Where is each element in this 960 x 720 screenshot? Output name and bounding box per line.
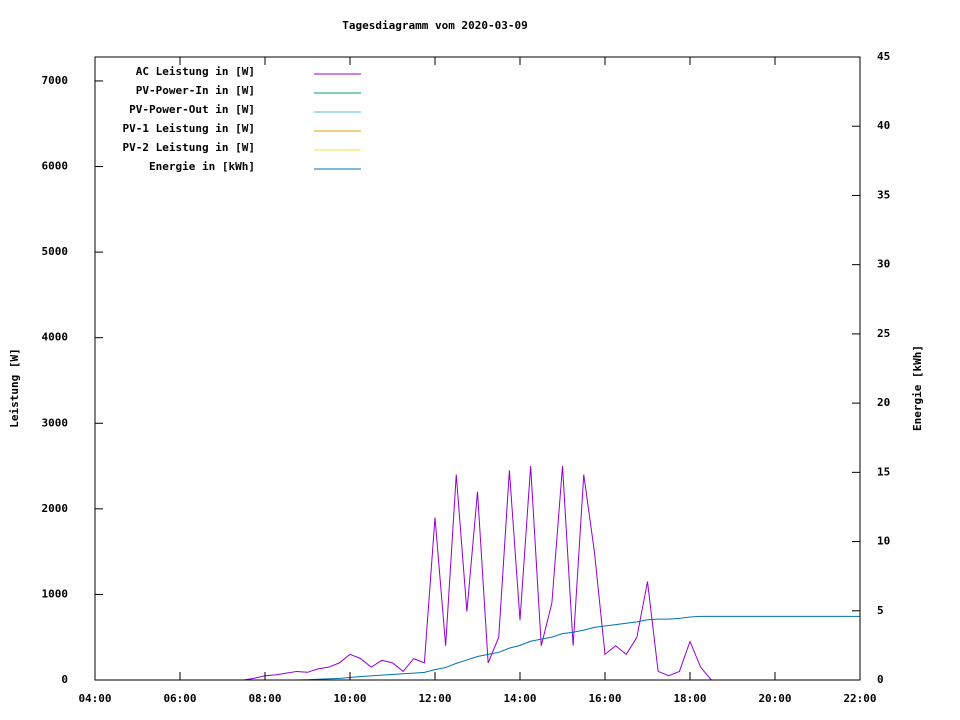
- y-tick-label: 1000: [42, 587, 69, 600]
- x-tick-label: 10:00: [333, 692, 366, 705]
- legend-label: Energie in [kWh]: [149, 160, 255, 173]
- y-tick-label: 0: [61, 673, 68, 686]
- chart-title: Tagesdiagramm vom 2020-03-09: [342, 19, 527, 32]
- series-line: [243, 615, 860, 681]
- x-tick-label: 08:00: [248, 692, 281, 705]
- series-line: [243, 466, 712, 681]
- legend-label: AC Leistung in [W]: [136, 65, 255, 78]
- y2-tick-label: 35: [877, 188, 890, 201]
- y2-tick-label: 10: [877, 535, 890, 548]
- x-tick-label: 14:00: [503, 692, 536, 705]
- y-tick-label: 5000: [42, 245, 69, 258]
- legend-label: PV-Power-Out in [W]: [129, 103, 255, 116]
- y2-tick-label: 40: [877, 119, 890, 132]
- y2-tick-label: 5: [877, 604, 884, 617]
- y-axis-label: Leistung [W]: [8, 348, 21, 427]
- legend-label: PV-Power-In in [W]: [136, 84, 255, 97]
- y2-tick-label: 25: [877, 327, 890, 340]
- x-tick-label: 16:00: [588, 692, 621, 705]
- plot-frame: [94, 56, 861, 681]
- x-tick-label: 04:00: [78, 692, 111, 705]
- y-tick-label: 4000: [42, 331, 69, 344]
- legend-label: PV-2 Leistung in [W]: [123, 141, 255, 154]
- y2-tick-label: 20: [877, 396, 890, 409]
- y2-tick-label: 45: [877, 50, 890, 63]
- legend-label: PV-1 Leistung in [W]: [123, 122, 255, 135]
- y2-tick-label: 0: [877, 673, 884, 686]
- x-tick-label: 22:00: [843, 692, 876, 705]
- y-tick-label: 6000: [42, 160, 69, 173]
- x-tick-label: 06:00: [163, 692, 196, 705]
- y2-axis-label: Energie [kWh]: [911, 345, 924, 431]
- y-tick-label: 3000: [42, 416, 69, 429]
- x-tick-label: 20:00: [758, 692, 791, 705]
- y-tick-label: 7000: [42, 74, 69, 87]
- y2-tick-label: 15: [877, 465, 890, 478]
- y-tick-label: 2000: [42, 502, 69, 515]
- x-tick-label: 18:00: [673, 692, 706, 705]
- y2-tick-label: 30: [877, 258, 890, 271]
- x-tick-label: 12:00: [418, 692, 451, 705]
